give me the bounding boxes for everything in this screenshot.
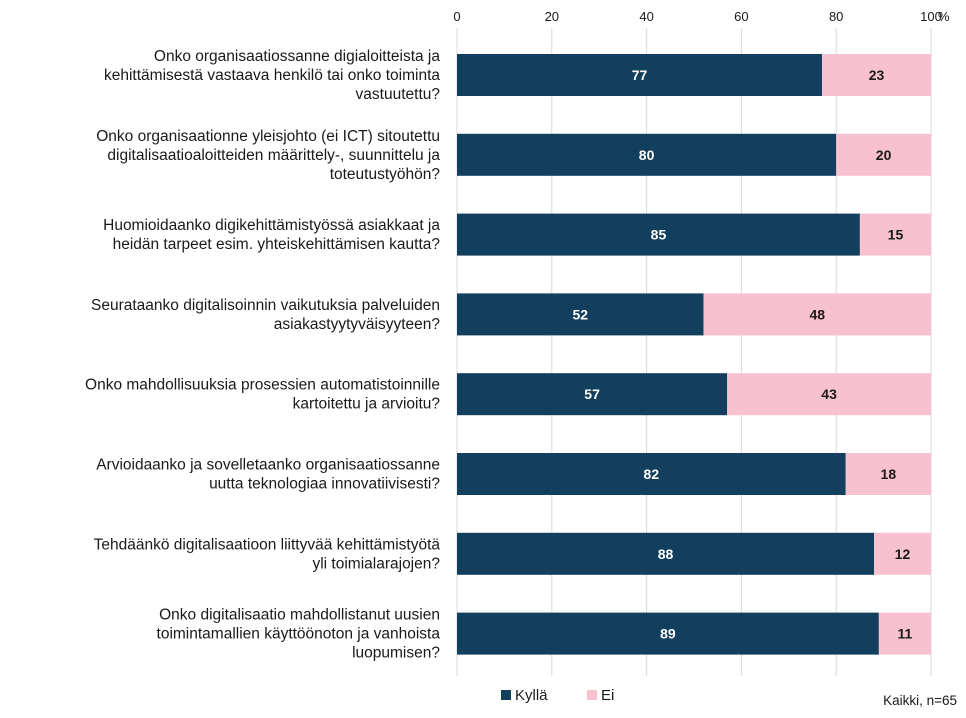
bar-value-label: 77	[632, 67, 648, 83]
legend-label-ei: Ei	[601, 687, 614, 704]
category-label-line: Onko organisaatiossanne digialoitteista …	[154, 48, 440, 65]
bar-segment-ei	[727, 373, 931, 416]
category-label-line: Onko digitalisaatio mahdollistanut uusie…	[159, 607, 440, 624]
x-unit-label: %	[938, 9, 950, 24]
gridlines	[456, 28, 932, 676]
category-label: Onko mahdollisuuksia prosessien automati…	[85, 377, 440, 413]
bar-segment-kylla	[457, 133, 837, 176]
x-tick-label: 100	[920, 9, 942, 24]
bar-segment-kylla	[457, 453, 846, 495]
bar-value-label: 18	[881, 466, 897, 482]
category-label-line: Arvioidaanko ja sovelletaanko organisaat…	[96, 457, 440, 474]
category-label: Onko digitalisaatio mahdollistanut uusie…	[157, 607, 441, 662]
category-label-line: digitalisaatioaloitteiden määrittely-, s…	[107, 147, 440, 164]
legend-label-kylla: Kyllä	[515, 687, 548, 704]
bar-segment-ei	[703, 293, 931, 336]
category-label: Onko organisaationne yleisjohto (ei ICT)…	[96, 128, 440, 183]
bar-value-label: 12	[895, 546, 911, 562]
category-label-line: kehittämisestä vastaava henkilö tai onko…	[104, 67, 440, 84]
category-label-line: Onko organisaationne yleisjohto (ei ICT)…	[96, 128, 440, 145]
bar-value-label: 23	[869, 67, 885, 83]
category-label-line: toteutustyöhön?	[330, 166, 441, 183]
x-tick-label: 40	[639, 9, 653, 24]
bar-value-label: 11	[898, 626, 913, 642]
bar-segment-ei	[878, 612, 931, 655]
x-axis-ticks: 0 20 40 60 80 100%	[453, 9, 950, 24]
bar-value-label: 48	[809, 306, 825, 322]
bar-value-label: 82	[644, 466, 660, 482]
bar-value-label: 15	[888, 227, 904, 243]
bar-value-label: 43	[821, 386, 837, 402]
bar-segment-ei	[821, 54, 931, 96]
category-label-line: yli toimialarajojen?	[312, 555, 440, 572]
category-label-line: vastuutettu?	[356, 86, 441, 103]
category-label: Onko organisaatiossanne digialoitteista …	[104, 48, 440, 103]
bar-segment-kylla	[457, 213, 860, 256]
category-label: Arvioidaanko ja sovelletaanko organisaat…	[96, 457, 440, 493]
bar-segment-kylla	[457, 612, 879, 655]
category-label-line: Huomioidaanko digikehittämistyössä asiak…	[103, 217, 440, 234]
bar-value-label: 88	[658, 546, 674, 562]
bar-segment-kylla	[457, 54, 822, 96]
category-labels: Onko organisaatiossanne digialoitteista …	[85, 48, 440, 662]
x-tick-label: 60	[734, 9, 748, 24]
category-label-line: toimintamallien käyttöönoton ja vanhoist…	[157, 626, 441, 643]
legend: Kyllä Ei	[501, 687, 614, 704]
bar-value-label: 52	[572, 306, 588, 322]
category-label: Huomioidaanko digikehittämistyössä asiak…	[103, 217, 440, 253]
bar-value-label: 20	[876, 147, 892, 163]
bar-segment-kylla	[457, 293, 704, 336]
category-label-line: asiakastyytyväisyyteen?	[274, 316, 441, 333]
legend-swatch-ei	[587, 690, 597, 700]
bar-segment-ei	[874, 532, 931, 575]
bar-segment-ei	[845, 453, 931, 495]
category-label-line: kartoitettu ja arvioitu?	[293, 396, 441, 413]
x-tick-label: 80	[829, 9, 843, 24]
bar-segment-ei	[836, 133, 931, 176]
category-label-line: Seurataanko digitalisoinnin vaikutuksia …	[91, 297, 440, 314]
category-label-line: Tehdäänkö digitalisaatioon liittyvää keh…	[94, 536, 441, 553]
bar-value-label: 80	[639, 147, 655, 163]
legend-swatch-kylla	[501, 690, 511, 700]
x-tick-label: 0	[453, 9, 460, 24]
category-label-line: Onko mahdollisuuksia prosessien automati…	[85, 377, 440, 394]
category-label-line: uutta teknologiaa innovatiivisesti?	[209, 476, 440, 493]
bar-segment-kylla	[457, 373, 728, 416]
bar-value-label: 85	[651, 227, 667, 243]
bar-value-label: 89	[660, 626, 676, 642]
bar-value-label: 57	[584, 386, 600, 402]
category-label: Tehdäänkö digitalisaatioon liittyvää keh…	[94, 536, 441, 572]
bar-segment-kylla	[457, 532, 875, 575]
x-tick-label: 20	[545, 9, 559, 24]
category-label: Seurataanko digitalisoinnin vaikutuksia …	[91, 297, 440, 333]
bar-segment-ei	[859, 213, 931, 256]
category-label-line: luopumisen?	[352, 645, 440, 662]
bars: 77 23 80 20 85 15 52 48 57 43 82 18 88 12 89 11	[457, 54, 931, 655]
category-label-line: heidän tarpeet esim. yhteiskehittämisen …	[113, 236, 441, 253]
sample-note: Kaikki, n=65	[883, 693, 957, 708]
